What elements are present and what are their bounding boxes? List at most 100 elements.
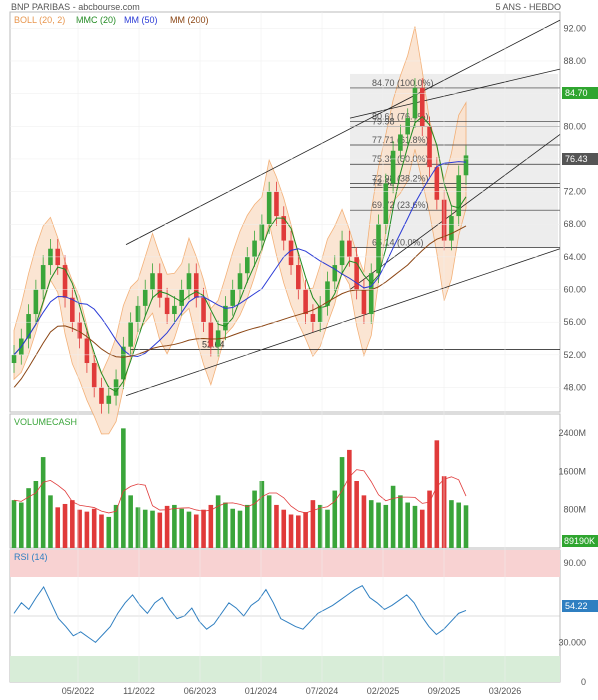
volume-bar: [303, 512, 308, 548]
candle-body: [296, 265, 301, 290]
candle-body: [266, 191, 272, 225]
last-price-text: 76.43: [565, 154, 588, 164]
last-volume-text: 89190K: [564, 536, 595, 546]
volume-bar: [186, 511, 192, 548]
level-tag-84-70: [562, 87, 598, 99]
candle-body: [208, 322, 214, 347]
fib-label-1: 80.61 (76.4%): [372, 111, 429, 121]
volume-bar: [317, 504, 323, 548]
price-y-tick: 88.00: [563, 56, 586, 66]
volume-bar: [347, 449, 352, 548]
price-y-tick: 72.00: [563, 187, 586, 197]
fib-label-0: 84.70 (100.0%): [372, 78, 434, 88]
volume-y-tick: 1600M: [558, 466, 586, 476]
channel-mid-lower: [349, 134, 561, 290]
rsi-overbought-zone: [10, 550, 560, 577]
fib-label-6: 72.98 (38.2%): [372, 174, 429, 184]
candle-body: [332, 265, 338, 282]
last-price-tag: [562, 153, 598, 165]
price-y-tick: 52.00: [563, 350, 586, 360]
candle-body: [179, 289, 184, 306]
candle-body: [281, 216, 287, 241]
price-y-tick: 56.00: [563, 317, 586, 327]
mm200-line: [13, 225, 467, 388]
candle-body: [288, 240, 294, 266]
volume-bar: [405, 502, 410, 548]
volume-bar: [172, 504, 177, 548]
period-label: 5 ANS - HEBDO: [495, 2, 561, 12]
rsi-title: RSI (14): [14, 552, 48, 562]
volume-bar: [368, 500, 374, 548]
volume-bar: [18, 502, 24, 548]
candle-body: [91, 363, 97, 388]
volume-bar: [70, 500, 75, 548]
volume-bar: [434, 440, 440, 548]
volume-bar: [208, 504, 214, 548]
volume-bar: [339, 457, 345, 548]
candle-body: [99, 387, 104, 404]
x-tick-label: 11/2022: [123, 686, 155, 696]
candle-body: [193, 273, 199, 298]
volume-bar: [135, 507, 141, 548]
volume-bar: [84, 511, 90, 548]
volume-bar: [26, 488, 31, 548]
candle-body: [33, 289, 39, 315]
candle-body: [62, 265, 68, 298]
price-panel-frame: [9, 11, 561, 413]
volume-bar: [215, 495, 221, 548]
volume-bar: [230, 508, 236, 548]
candle-body: [463, 155, 469, 176]
volume-bar: [33, 481, 39, 548]
volume-bar: [325, 509, 330, 548]
candle-body: [135, 305, 141, 323]
chart-title: BNP PARIBAS - abcbourse.com: [11, 2, 140, 12]
candle-body: [339, 240, 345, 266]
candle-body: [449, 216, 454, 241]
candle-body: [186, 273, 192, 290]
fib-label-8: 65.14 (0.0%): [372, 238, 424, 248]
volume-bar: [201, 509, 206, 548]
volume-bar: [99, 514, 104, 548]
volume-bar: [11, 500, 17, 548]
candle-body: [106, 395, 112, 404]
legend-boll: BOLL (20, 2): [14, 15, 65, 25]
price-y-tick: 64.00: [563, 252, 586, 262]
last-rsi-tag: [562, 600, 598, 612]
candle-body: [398, 134, 403, 151]
candle-body: [237, 273, 243, 290]
price-y-tick: 92.00: [563, 23, 586, 33]
candle-body: [230, 289, 236, 306]
x-tick-label: 02/2025: [367, 686, 400, 696]
legend-mmc20: MMC (20): [76, 15, 116, 25]
volume-bar: [113, 504, 119, 548]
price-y-tick: 80.00: [563, 121, 586, 131]
candle-body: [383, 183, 389, 225]
volume-bar: [48, 495, 53, 548]
volume-bar: [449, 500, 454, 548]
volume-bar: [128, 495, 133, 548]
volume-bar: [142, 509, 148, 548]
volume-bar: [193, 514, 199, 548]
candle-body: [26, 314, 31, 339]
volume-bar: [281, 509, 287, 548]
volume-bar: [390, 485, 396, 548]
x-tick-label: 06/2023: [184, 686, 217, 696]
mm50-line: [13, 161, 467, 358]
volume-bar: [274, 504, 279, 548]
volume-bar: [266, 495, 272, 548]
candle-body: [347, 240, 352, 257]
candle-body: [150, 273, 155, 290]
x-tick-label: 05/2022: [62, 686, 95, 696]
volume-bar: [55, 507, 61, 548]
candle-body: [259, 224, 265, 241]
fib-label-7: 69.72 (23.6%): [372, 200, 429, 210]
x-tick-label: 09/2025: [428, 686, 461, 696]
candle-body: [376, 224, 381, 274]
x-tick-label: 03/2026: [489, 686, 522, 696]
legend-mm200: MM (200): [170, 15, 209, 25]
volume-bar: [463, 505, 469, 548]
candle-body: [368, 273, 374, 315]
candle-body: [142, 289, 148, 306]
volume-bar: [296, 515, 301, 548]
